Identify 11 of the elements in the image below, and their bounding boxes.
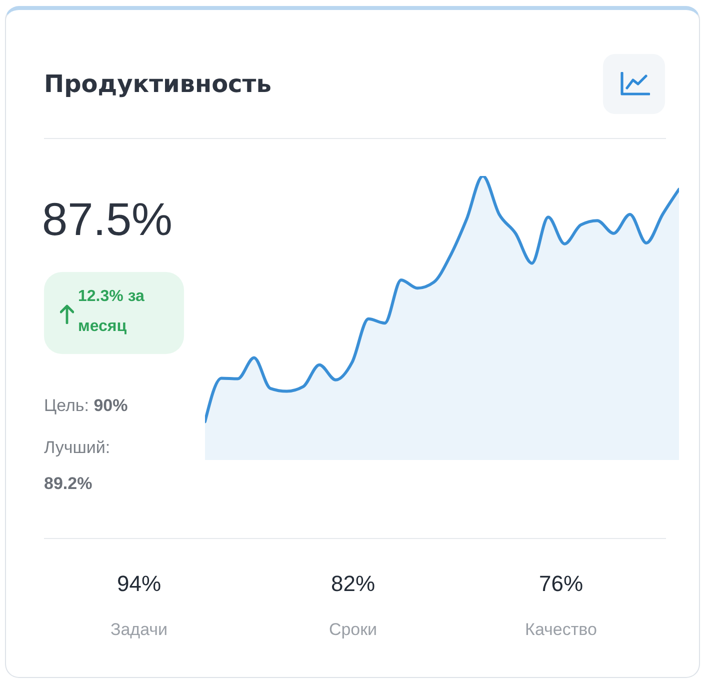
text: 94% [116, 571, 162, 597]
text: Задачи [110, 620, 168, 640]
text: Сроки [328, 620, 378, 640]
text: Цель: 90% [44, 395, 128, 417]
chart-title: Продуктивность [44, 70, 272, 98]
text: Лучший: 89.2% [44, 437, 110, 495]
text: 82% [330, 571, 376, 597]
text: Качество [525, 620, 597, 640]
text: 12.3% за месяц [78, 287, 146, 337]
text: 76% [538, 571, 584, 597]
text: 87.5% [42, 192, 172, 246]
